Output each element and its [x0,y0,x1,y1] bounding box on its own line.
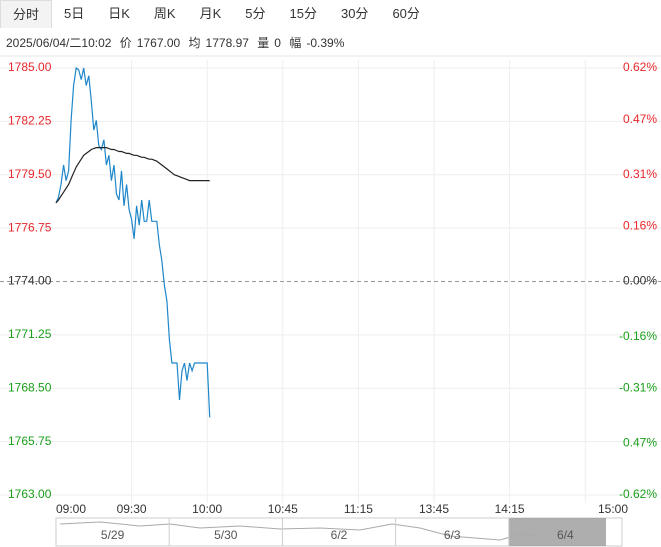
y-tick-label: 1763.00 [8,487,52,501]
avg: 1778.97 [205,36,249,50]
y-tick-label: 1785.00 [8,60,52,74]
series-line [55,66,211,418]
y2-tick-label: -0.16% [619,329,657,343]
label: 量 [257,36,270,50]
tab[interactable]: 30分 [340,6,369,21]
tab[interactable]: 日K [108,6,130,21]
tab[interactable]: 60分 [392,6,420,21]
x-tick-label: 10:45 [268,502,298,516]
volume: 0 [274,36,281,50]
tab[interactable]: 周K [153,6,176,21]
y-tick-label: 1782.25 [8,114,52,128]
y2-tick-label: 0.47% [623,112,657,126]
navigator-date: 6/3 [444,528,461,542]
navigator-date: 5/29 [101,528,125,542]
tab-bar: 分时 5日 日K 周K 月K 5分 15分 30分 60分 [0,0,661,28]
tab[interactable]: 分时 [0,0,53,28]
change: -0.39% [306,36,345,50]
label: 均 [188,36,201,50]
x-tick-label: 15:00 [598,502,628,516]
y-tick-label: 1771.25 [8,327,52,341]
x-tick-label: 09:30 [117,502,147,516]
navigator-date: 6/2 [331,528,348,542]
y-tick-label: 1768.50 [8,380,52,394]
navigator-spark [59,521,541,541]
y2-tick-label: 0.47% [623,436,657,450]
tab[interactable]: 5日 [64,6,85,21]
navigator-window [508,518,606,546]
x-tick-label: 09:00 [56,502,86,516]
y2-tick-label: 0.00% [623,274,657,288]
tab[interactable]: 15分 [289,6,317,21]
y-tick-label: 1774.00 [8,274,52,288]
y-tick-label: 1776.75 [8,220,52,234]
y-tick-label: 1765.75 [8,434,52,448]
datetime: 2025/06/04/二10:02 [6,36,112,50]
y-tick-label: 1779.50 [8,167,52,181]
x-tick-label: 13:45 [419,502,449,516]
y2-tick-label: -0.62% [619,487,657,501]
tab[interactable]: 月K [199,6,222,21]
price: 1767.00 [136,36,181,50]
series-line [55,147,210,204]
label: 价 [119,36,132,50]
x-tick-label: 10:00 [192,502,222,516]
navigator-date: 6/4 [557,528,574,542]
y2-tick-label: 0.16% [623,219,657,233]
navigator-date: 5/30 [214,528,238,542]
y2-tick-label: 0.31% [623,167,657,181]
tab[interactable]: 5分 [245,6,266,21]
x-tick-label: 14:15 [495,502,525,516]
y2-tick-label: 0.62% [623,60,657,74]
label: 幅 [289,36,302,50]
x-tick-label: 11:15 [344,502,373,516]
y2-tick-label: -0.31% [619,380,657,394]
